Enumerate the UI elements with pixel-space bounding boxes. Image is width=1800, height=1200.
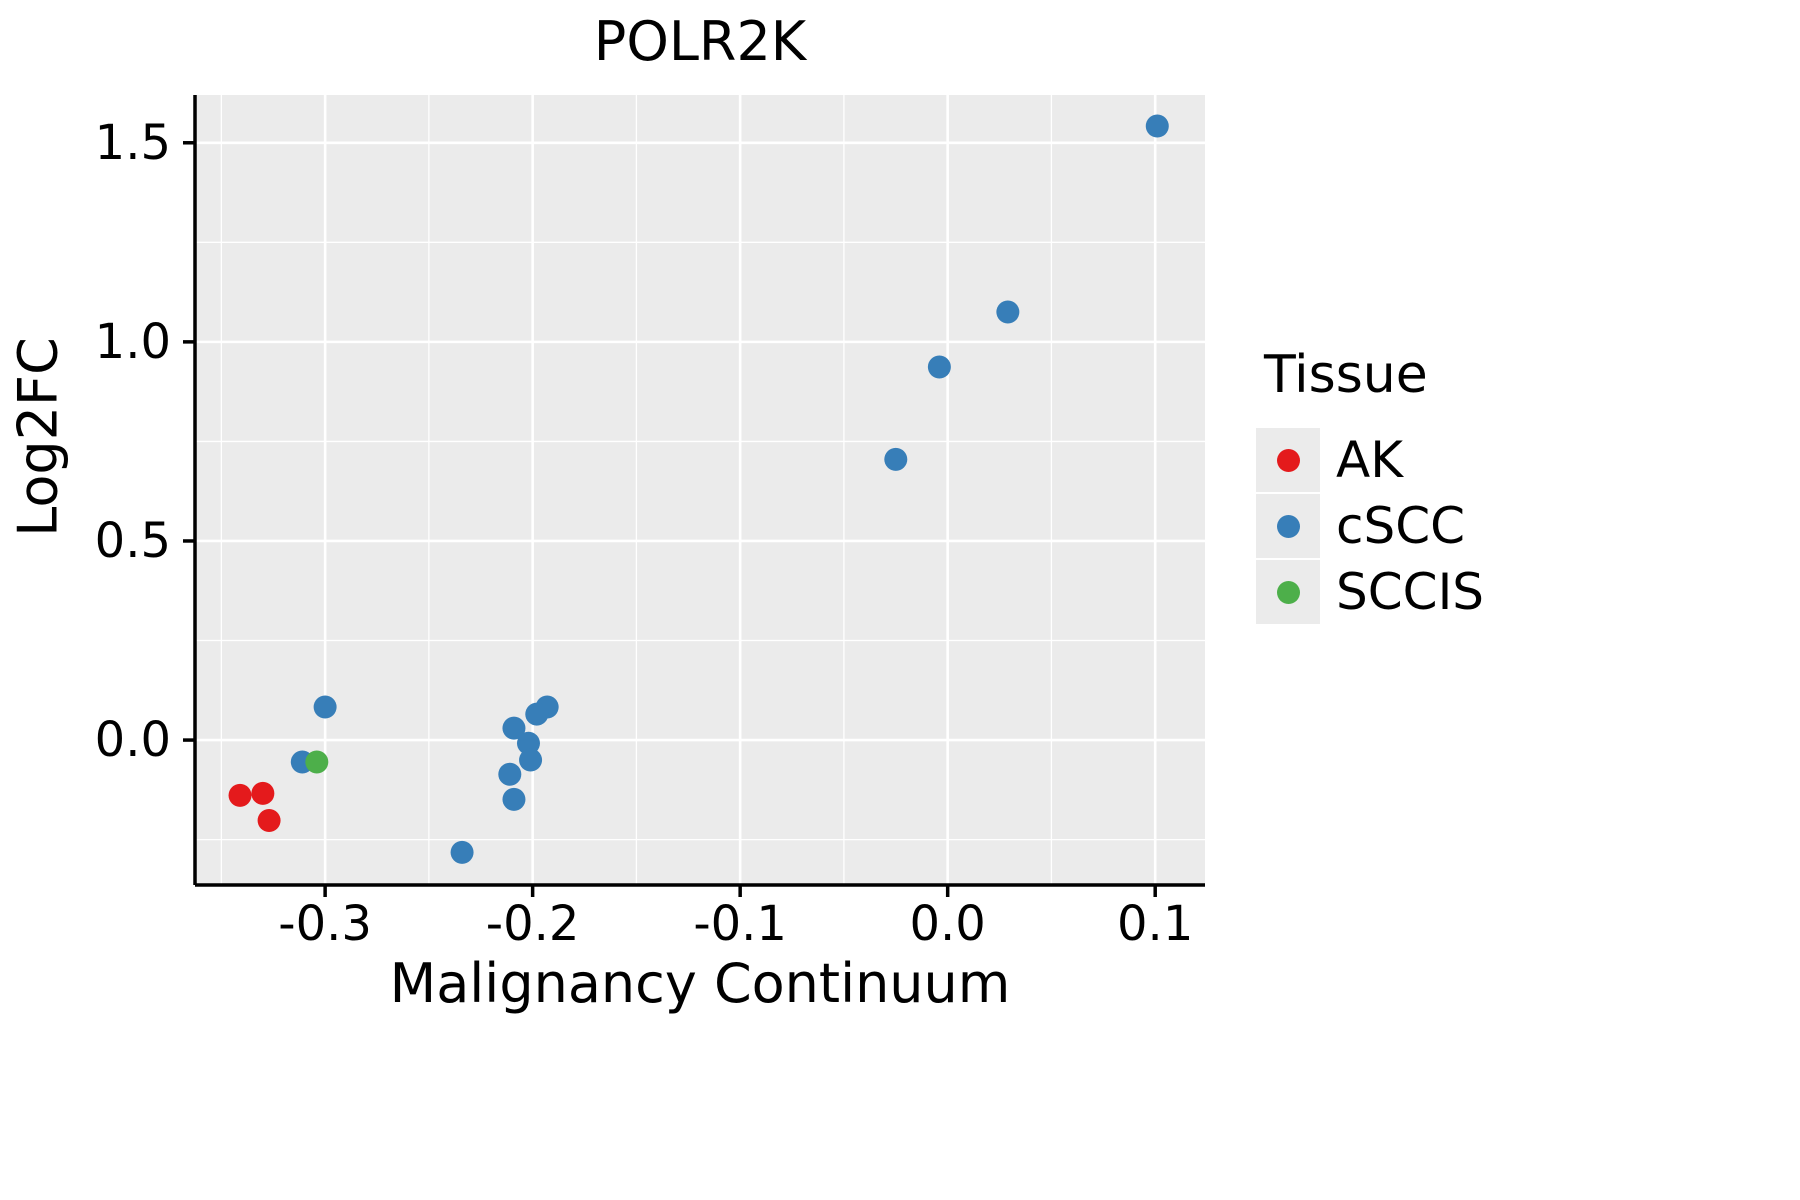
- legend-label: cSCC: [1336, 497, 1466, 555]
- data-point-cSCC: [498, 762, 522, 786]
- legend-item-SCCIS: SCCIS: [1256, 559, 1484, 625]
- data-point-cSCC: [519, 748, 543, 772]
- x-tick-label: -0.3: [278, 896, 372, 952]
- y-tick-label: 1.0: [95, 314, 171, 370]
- data-point-AK: [257, 808, 281, 832]
- legend-swatch-icon: [1276, 514, 1300, 538]
- data-point-cSCC: [502, 787, 526, 811]
- legend-items: AK cSCC SCCIS: [1256, 427, 1484, 625]
- y-tick-label: 1.5: [95, 115, 171, 171]
- data-point-cSCC: [450, 840, 474, 864]
- plot-panel: [195, 95, 1205, 885]
- x-tick-label: -0.2: [486, 896, 580, 952]
- legend-label: AK: [1336, 431, 1403, 489]
- legend-label: SCCIS: [1336, 563, 1485, 621]
- x-tick-label: 0.0: [910, 896, 986, 952]
- y-tick-label: 0.5: [95, 513, 171, 569]
- chart-title: POLR2K: [593, 10, 807, 73]
- legend-swatch-icon: [1276, 580, 1300, 604]
- y-axis-label: Log2FC: [6, 337, 70, 537]
- data-point-cSCC: [516, 731, 540, 755]
- data-point-SCCIS: [305, 750, 329, 774]
- data-point-AK: [228, 783, 252, 807]
- data-point-AK: [251, 781, 275, 805]
- data-point-cSCC: [525, 702, 549, 726]
- legend-swatch-icon: [1276, 448, 1300, 472]
- y-tick-label: 0.0: [95, 712, 171, 768]
- data-point-cSCC: [927, 355, 951, 379]
- x-axis-label: Malignancy Continuum: [389, 952, 1011, 1015]
- legend: Tissue AK cSCC SCCIS: [1256, 345, 1484, 625]
- legend-key: [1256, 428, 1320, 492]
- legend-item-AK: AK: [1256, 427, 1484, 493]
- legend-key: [1256, 494, 1320, 558]
- legend-key: [1256, 560, 1320, 624]
- data-point-cSCC: [313, 695, 337, 719]
- legend-item-cSCC: cSCC: [1256, 493, 1484, 559]
- x-tick-label: 0.1: [1117, 896, 1193, 952]
- legend-title: Tissue: [1264, 345, 1428, 405]
- x-tick-label: -0.1: [693, 896, 787, 952]
- data-point-cSCC: [996, 300, 1020, 324]
- data-point-cSCC: [502, 716, 526, 740]
- data-point-cSCC: [884, 447, 908, 471]
- data-point-cSCC: [1145, 114, 1169, 138]
